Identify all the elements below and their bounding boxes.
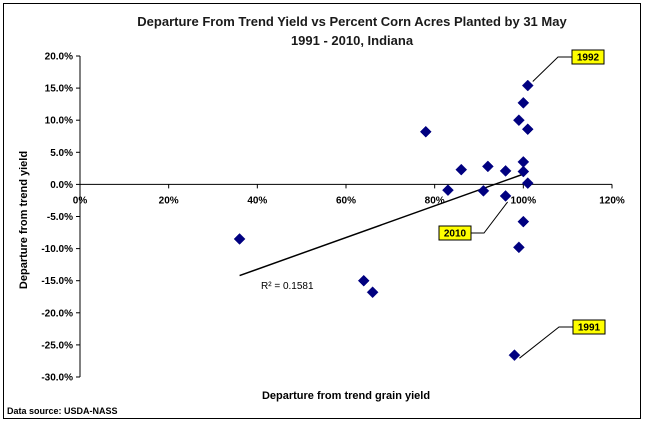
y-tick-label: 20.0% — [45, 52, 73, 63]
y-tick-label: 5.0% — [50, 148, 73, 159]
data-point — [442, 184, 454, 197]
callout-leader-1991 — [519, 326, 573, 359]
data-point — [499, 165, 512, 177]
x-tick-label: 40% — [247, 195, 267, 206]
r-squared-label: R² = 0.1581 — [261, 281, 314, 292]
callout-label-1992: 1992 — [577, 53, 600, 64]
y-tick-label: 10.0% — [45, 116, 73, 127]
data-point — [513, 241, 525, 254]
callout-label-1991: 1991 — [578, 323, 601, 334]
x-tick-label: 100% — [511, 195, 537, 206]
data-point — [366, 286, 379, 299]
y-tick-label: -20.0% — [41, 308, 73, 319]
y-tick-label: 0.0% — [50, 180, 73, 191]
data-point — [477, 184, 490, 197]
y-tick-label: -5.0% — [47, 212, 73, 223]
data-point — [521, 123, 534, 136]
y-tick-label: 15.0% — [45, 84, 73, 95]
y-tick-label: -15.0% — [41, 276, 73, 287]
plot-area: 20.0% 15.0% 10.0% 5.0% 0.0% -5.0% -10.0% -15.0%… — [41, 49, 625, 384]
x-tick-label: 80% — [425, 195, 445, 206]
callout-leader-1992 — [532, 56, 572, 82]
chart-title: Departure From Trend Yield vs Percent Co… — [137, 14, 567, 29]
y-tick-label: -25.0% — [41, 340, 73, 351]
callout-box-1992 — [571, 49, 605, 65]
data-point — [419, 125, 432, 138]
data-point — [521, 79, 534, 92]
y-tick-label: -30.0% — [41, 373, 73, 384]
callout-leader-2010 — [471, 201, 508, 234]
y-axis-label: Departure from trend yield — [18, 151, 30, 289]
data-point — [521, 177, 534, 189]
data-point — [517, 215, 530, 228]
data-point — [357, 274, 370, 287]
data-point — [517, 156, 530, 168]
trendline — [239, 173, 524, 277]
data-point — [508, 349, 521, 362]
x-tick-label: 20% — [159, 195, 179, 206]
x-tick-label: 0% — [73, 195, 88, 206]
data-point — [499, 190, 512, 202]
callout-label-2010: 2010 — [444, 229, 467, 240]
callout-box-1991 — [572, 319, 606, 335]
chart-frame — [3, 3, 641, 419]
chart-subtitle: 1991 - 2010, Indiana — [291, 33, 414, 48]
data-point — [455, 163, 468, 176]
data-point — [517, 97, 530, 109]
data-point — [513, 114, 525, 127]
callout-box-2010 — [438, 225, 472, 241]
data-point — [482, 160, 494, 173]
x-tick-label: 60% — [336, 195, 356, 206]
y-tick-label: -10.0% — [41, 244, 73, 255]
data-source-note: Data source: USDA-NASS — [7, 406, 118, 416]
x-tick-label: 120% — [599, 195, 625, 206]
data-point — [517, 165, 530, 178]
x-axis-label: Departure from trend grain yield — [262, 390, 430, 402]
data-point — [233, 233, 246, 245]
